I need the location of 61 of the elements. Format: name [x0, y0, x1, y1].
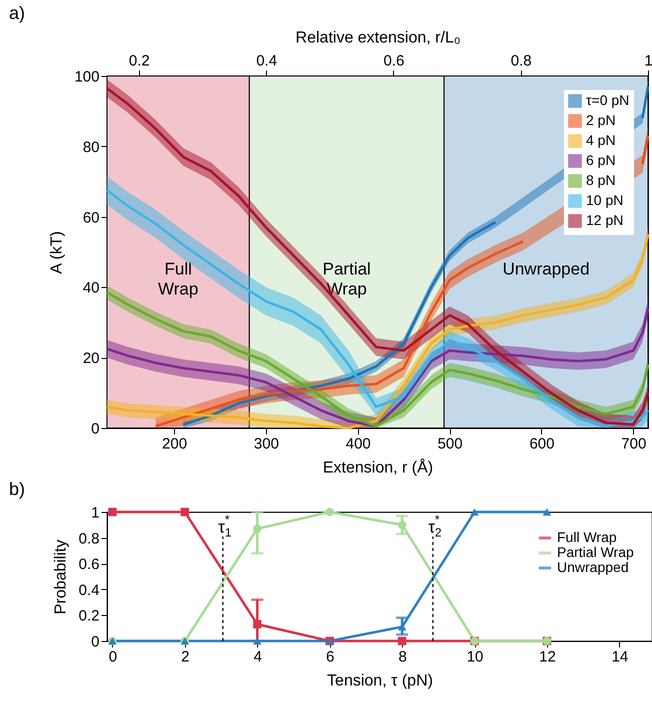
y-tick-label: 100 — [74, 68, 100, 86]
y-tick-label: 0.2 — [78, 608, 100, 625]
x-axis-title: Extension, r (Å) — [322, 458, 434, 476]
x2-tick-label: 0.2 — [128, 52, 150, 70]
x-tick-label: 14 — [612, 648, 628, 666]
x-tick-label: 4 — [254, 648, 262, 666]
x-tick-label: 8 — [398, 648, 407, 666]
band-label: Partial Wrap — [322, 260, 371, 299]
x-tick-label: 300 — [254, 436, 279, 452]
x-tick-label: 0 — [108, 648, 118, 666]
y-tick-label: 0.4 — [78, 582, 100, 599]
point — [542, 508, 552, 516]
legend-label: Full Wrap — [557, 529, 617, 545]
band-label: Unwrapped — [502, 260, 590, 279]
y-tick-label: 40 — [82, 280, 100, 297]
y-axis-title: Probability — [52, 540, 70, 614]
legend-label: 6 pN — [586, 152, 616, 168]
x-tick-label: 200 — [162, 436, 188, 452]
point — [398, 520, 406, 530]
legend-label: 10 pN — [586, 192, 624, 208]
y-tick-label: 0.6 — [78, 556, 100, 574]
x-tick-label: 2 — [181, 648, 190, 666]
y-tick-label: 0.8 — [78, 530, 100, 548]
text: a) — [9, 3, 26, 23]
x-tick-label: 700 — [621, 436, 646, 452]
point — [253, 524, 262, 533]
x-tick-label: 12 — [539, 648, 556, 666]
y-tick-label: 1 — [91, 504, 100, 522]
x-axis-title: Tension, τ (pN) — [327, 672, 433, 690]
x2-tick-label: 0.4 — [256, 52, 278, 70]
x-tick-label: 400 — [346, 436, 371, 452]
legend-label: 12 pN — [586, 212, 624, 228]
point — [326, 508, 334, 516]
x-tick-label: 6 — [326, 648, 334, 666]
x2-tick-label: 0.6 — [383, 52, 404, 70]
text: b) — [9, 479, 26, 499]
x-tick-label: 500 — [438, 436, 463, 452]
legend-label: Partial Wrap — [557, 544, 634, 560]
legend-label: τ=0 pN — [586, 92, 630, 108]
y-tick-label: 0 — [91, 420, 100, 438]
x2-tick-label: 0.8 — [510, 52, 532, 70]
y-axis-title: A (kT) — [48, 231, 66, 274]
y-tick-label: 60 — [82, 209, 100, 226]
point — [180, 508, 190, 516]
y-tick-label: 0 — [91, 634, 100, 650]
x-tick-label: 10 — [466, 648, 484, 666]
legend-label: 4 pN — [586, 132, 616, 148]
legend-label: 2 pN — [586, 112, 616, 128]
y-tick-label: 80 — [82, 138, 100, 156]
point — [470, 508, 479, 516]
band-label: Full Wrap — [158, 260, 198, 299]
x2-axis-title: Relative extension, r/L₀ — [296, 30, 460, 46]
x-tick-label: 600 — [529, 436, 554, 452]
point — [108, 508, 117, 516]
y-tick-label: 20 — [82, 350, 100, 368]
legend-label: Unwrapped — [557, 559, 629, 575]
legend-label: 8 pN — [586, 172, 616, 188]
point — [253, 620, 262, 628]
point — [398, 636, 406, 646]
x2-tick-label: 1 — [644, 52, 652, 70]
point — [253, 637, 262, 645]
